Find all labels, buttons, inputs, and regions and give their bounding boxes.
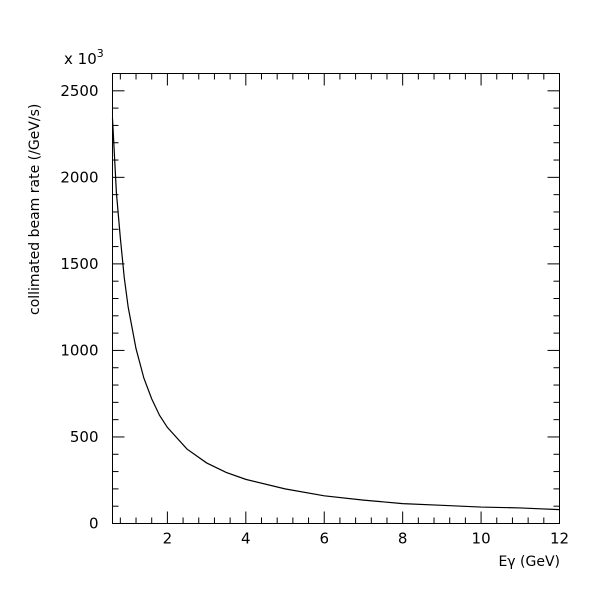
y-tick-label: 2500 [60,82,98,100]
y-multiplier-exponent: 3 [97,47,104,60]
y-tick-label: 500 [70,428,99,446]
x-tick-label: 8 [398,530,408,548]
x-tick-label: 6 [319,530,329,548]
series-line [111,118,560,511]
x-tick-label: 2 [163,530,173,548]
x-axis-label: Eγ (GeV) [498,554,560,570]
x-tick-label: 12 [550,530,569,548]
y-multiplier-base: x 10 [64,50,97,68]
x-tick-label: 4 [241,530,251,548]
x-tick-label: 10 [472,530,491,548]
y-major-ticks [112,90,560,524]
y-tick-labels: 0 500 1000 1500 2000 2500 [60,82,98,533]
x-tick-labels: 2 4 6 8 10 12 [163,530,569,548]
x-minor-ticks [119,73,545,524]
y-tick-label: 1500 [60,255,98,273]
y-tick-label: 1000 [60,341,98,359]
y-tick-label: 2000 [60,168,98,186]
y-tick-label: 0 [89,515,99,533]
y-multiplier-label: x 103 [64,47,104,68]
y-minor-ticks [112,107,560,507]
y-axis-label: collimated beam rate (/GeV/s) [27,104,43,315]
x-major-ticks [166,73,560,524]
plot-frame [112,73,560,524]
